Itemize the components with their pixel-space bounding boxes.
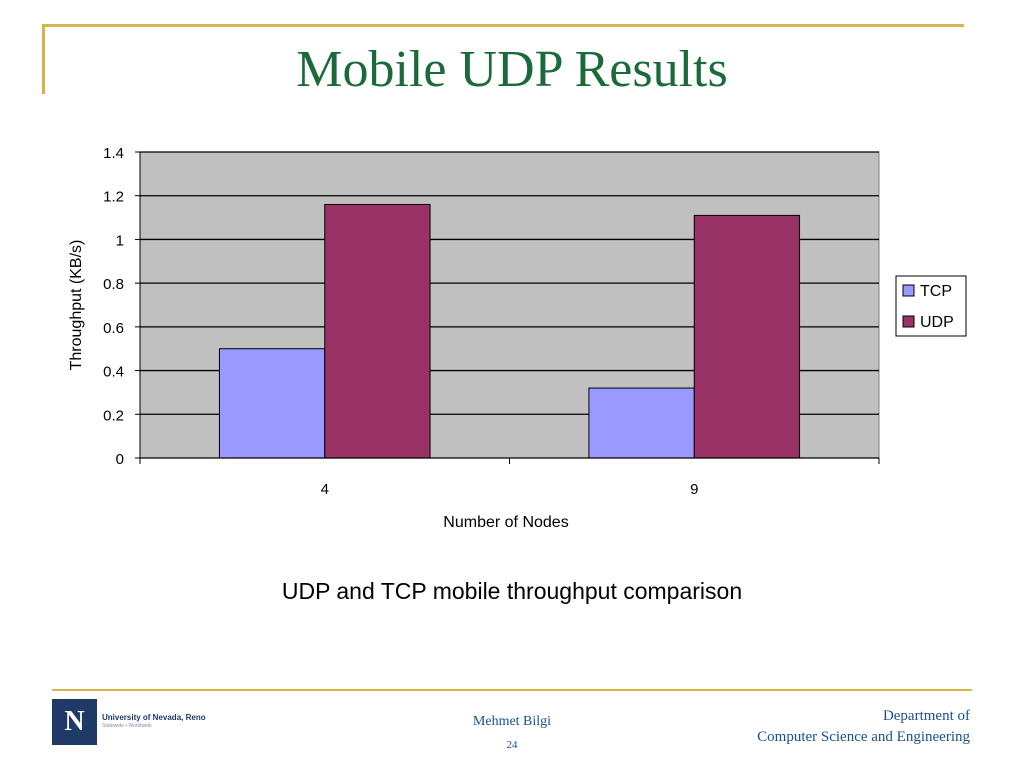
legend-swatch-udp [902,315,915,328]
y-axis-label: Throughput (KB/s) [68,240,85,371]
page-number: 24 [506,739,518,751]
university-logo: N [52,699,97,745]
bar-udp-9 [693,214,801,459]
x-axis-label: Number of Nodes [443,514,568,531]
top-accent-line [42,24,964,27]
legend-swatch-tcp [902,284,915,297]
department-line-2: Computer Science and Engineering [757,729,970,745]
bar-chart: 0 0.2 0.4 0.6 0.8 1 1.2 1.4 4 9 Number of Nodes T… [68,145,967,531]
tick-labels: 0 0.2 0.4 0.6 0.8 1 1.2 1.4 4 9 [103,145,698,498]
bar-tcp-9 [588,387,695,459]
bar-udp-4 [324,203,431,459]
y-tick-label: 0.4 [103,364,124,381]
y-tick-label: 0.8 [103,276,124,293]
chart-caption: UDP and TCP mobile throughput comparison [281,578,743,604]
university-tagline: Statewide • Worldwide [102,723,152,729]
department-line-1: Department of [882,708,970,724]
y-tick-label: 1.2 [103,189,124,206]
university-name: University of Nevada, Reno Statewide • W… [102,713,206,731]
x-tick-label: 9 [690,481,698,498]
left-accent-line [42,24,45,94]
slide-title: Mobile UDP Results [296,41,728,98]
presenter-name: Mehmet Bilgi [472,714,552,729]
y-tick-label: 0 [116,451,124,468]
legend-label-tcp: TCP [920,283,952,300]
bar-tcp-4 [218,348,326,459]
department-label: Department of Computer Science and Engin… [757,706,970,748]
y-tick-label: 0.6 [103,320,124,337]
university-name-text: University of Nevada, Reno [102,713,206,722]
y-tick-label: 1 [116,232,124,249]
bars [218,203,801,459]
y-tick-label: 0.2 [103,407,124,424]
y-tick-label: 1.4 [103,145,124,162]
axes [135,151,880,464]
x-tick-label: 4 [321,481,329,498]
footer-accent-line [52,689,972,691]
legend: TCP UDP [895,275,967,337]
legend-label-udp: UDP [920,314,954,331]
